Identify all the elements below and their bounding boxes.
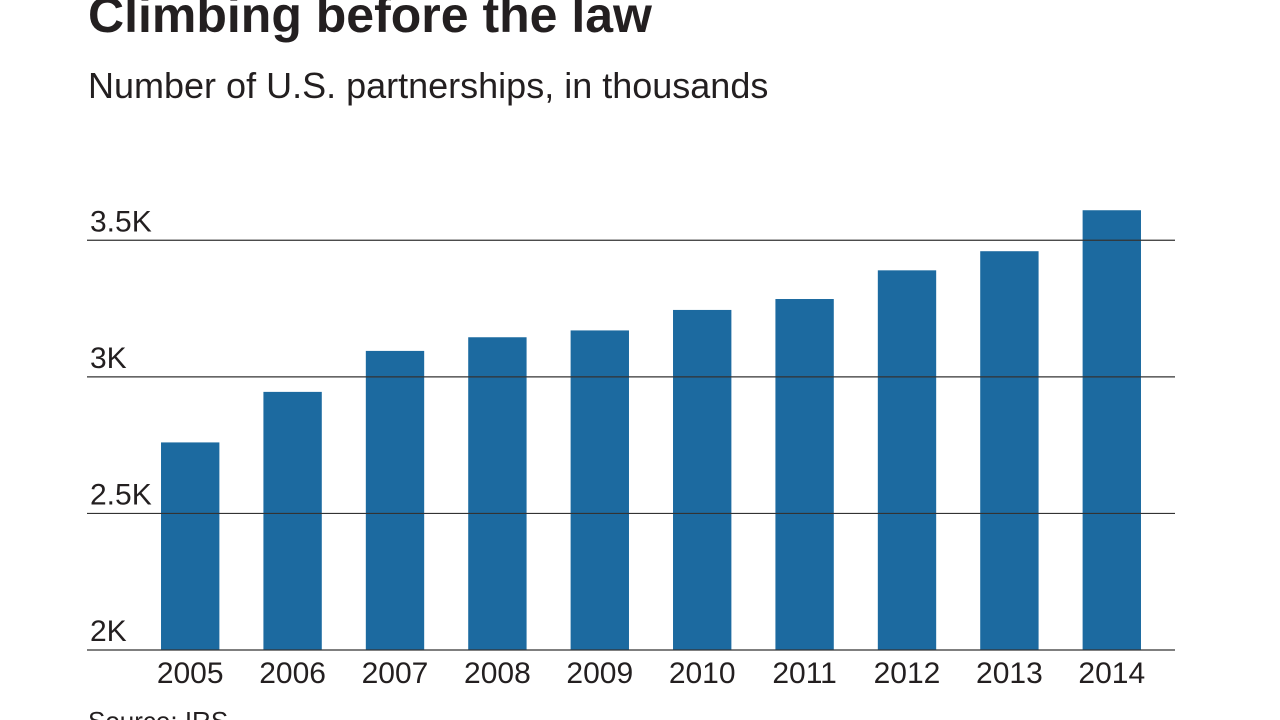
bar — [1082, 210, 1141, 651]
bar — [775, 299, 834, 650]
y-tick-label: 3.5K — [90, 205, 152, 238]
x-tick-label: 2007 — [362, 657, 429, 690]
bar — [673, 309, 732, 650]
bar — [468, 337, 527, 650]
bar — [365, 350, 425, 650]
x-tick-label: 2013 — [976, 657, 1043, 690]
x-tick-label: 2012 — [874, 657, 941, 690]
y-tick-label: 3K — [90, 342, 127, 375]
bar — [161, 442, 220, 650]
chart-subtitle: Number of U.S. partnerships, in thousand… — [88, 65, 768, 106]
bar — [877, 270, 937, 650]
y-tick-label: 2K — [90, 615, 127, 648]
x-tick-label: 2014 — [1078, 657, 1145, 690]
x-tick-label: 2006 — [259, 657, 326, 690]
y-tick-label: 2.5K — [90, 478, 152, 511]
source-note: Source: IRS — [88, 706, 228, 720]
x-tick-label: 2008 — [464, 657, 531, 690]
x-tick-label: 2009 — [566, 657, 633, 690]
x-tick-label: 2005 — [157, 657, 224, 690]
chart-title: Climbing before the law — [88, 0, 652, 43]
x-tick-label: 2010 — [669, 657, 736, 690]
x-tick-label: 2011 — [772, 657, 837, 690]
bar — [263, 391, 322, 650]
bar — [570, 330, 629, 650]
bar — [980, 251, 1039, 650]
